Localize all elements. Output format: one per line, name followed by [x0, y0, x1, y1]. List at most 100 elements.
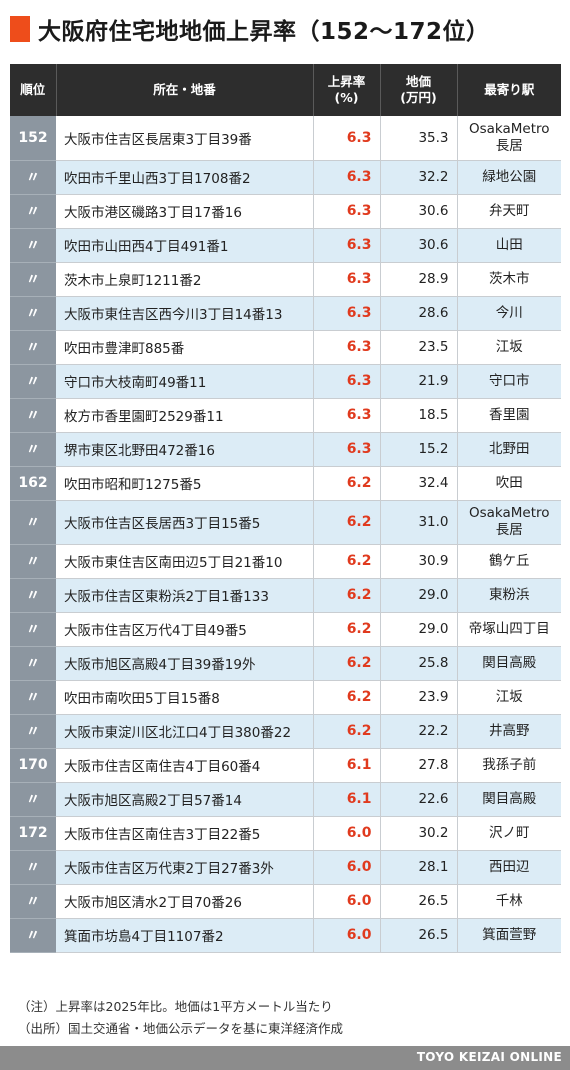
station-name-line: 香里園 — [489, 406, 530, 423]
station-cell: 江坂 — [457, 330, 561, 365]
rate-cell: 6.3 — [313, 432, 381, 467]
table-row: 〃守口市大枝南町49番11 6.3 21.9 守口市 — [10, 364, 561, 399]
location-cell: 守口市大枝南町49番11 — [56, 364, 314, 399]
table-row: 172 大阪市住吉区南住吉3丁目22番5 6.0 30.2 沢ノ町 — [10, 816, 561, 851]
location-cell: 茨木市上泉町1211番2 — [56, 262, 314, 297]
station-name-line: 緑地公園 — [482, 168, 537, 185]
rank-cell: 〃 — [10, 364, 56, 399]
rank-cell: 〃 — [10, 432, 56, 467]
station-name-line: 千林 — [495, 892, 523, 909]
rate-cell: 6.2 — [313, 680, 381, 715]
header-rate-line1: 上昇率 — [327, 74, 366, 89]
rate-cell: 6.0 — [313, 816, 381, 851]
title-accent-mark — [10, 16, 30, 42]
note-text: （注）上昇率は2025年比。地価は1平方メートル当たり — [18, 999, 333, 1014]
rank-cell: 〃 — [10, 160, 56, 195]
location-cell: 吹田市昭和町1275番5 — [56, 466, 314, 501]
rank-cell: 〃 — [10, 918, 56, 953]
station-name-line: 長居 — [495, 522, 523, 538]
station-cell: 守口市 — [457, 364, 561, 399]
rate-cell: 6.2 — [313, 500, 381, 545]
location-cell: 大阪市住吉区東粉浜2丁目1番133 — [56, 578, 314, 613]
station-cell: 箕面萱野 — [457, 918, 561, 953]
station-name-line: 江坂 — [495, 688, 523, 705]
station-cell: 関目高殿 — [457, 646, 561, 681]
location-cell: 大阪市住吉区南住吉3丁目22番5 — [56, 816, 314, 851]
location-cell: 大阪市住吉区万代4丁目49番5 — [56, 612, 314, 647]
rate-cell: 6.2 — [313, 578, 381, 613]
rate-cell: 6.3 — [313, 160, 381, 195]
table-row: 〃大阪市旭区清水2丁目70番26 6.0 26.5 千林 — [10, 884, 561, 919]
table-body: 152 大阪市住吉区長居東3丁目39番 6.3 35.3 OsakaMetro 長居〃吹田… — [10, 116, 561, 953]
station-name-line: 守口市 — [489, 372, 530, 389]
rate-cell: 6.3 — [313, 364, 381, 399]
location-cell: 大阪市旭区高殿2丁目57番14 — [56, 782, 314, 817]
rate-cell: 6.3 — [313, 194, 381, 229]
table-row: 〃枚方市香里園町2529番11 6.3 18.5 香里園 — [10, 398, 561, 433]
rank-cell: 〃 — [10, 228, 56, 263]
location-cell: 大阪市港区磯路3丁目17番16 — [56, 194, 314, 229]
station-cell: 井高野 — [457, 714, 561, 749]
table-row: 〃大阪市旭区高殿2丁目57番14 6.1 22.6 関目高殿 — [10, 782, 561, 817]
station-cell: 帝塚山四丁目 — [457, 612, 561, 647]
price-cell: 27.8 — [380, 748, 458, 783]
page-title: 大阪府住宅地地価上昇率（152〜172位） — [38, 19, 490, 45]
rate-cell: 6.2 — [313, 544, 381, 579]
station-cell: 我孫子前 — [457, 748, 561, 783]
rate-cell: 6.0 — [313, 850, 381, 885]
table-row: 〃大阪市住吉区万代4丁目49番5 6.2 29.0 帝塚山四丁目 — [10, 612, 561, 647]
rate-cell: 6.2 — [313, 646, 381, 681]
price-cell: 15.2 — [380, 432, 458, 467]
rank-cell: 〃 — [10, 782, 56, 817]
station-name-line: 今川 — [495, 304, 523, 321]
station-cell: 茨木市 — [457, 262, 561, 297]
price-cell: 22.2 — [380, 714, 458, 749]
station-cell: 鶴ケ丘 — [457, 544, 561, 579]
price-cell: 35.3 — [380, 116, 458, 161]
header-price: 地価 (万円) — [380, 64, 458, 116]
price-cell: 18.5 — [380, 398, 458, 433]
station-cell: OsakaMetro 長居 — [457, 116, 561, 161]
station-cell: 千林 — [457, 884, 561, 919]
station-name-line: 江坂 — [495, 338, 523, 355]
header-location: 所在・地番 — [56, 64, 314, 116]
station-cell: OsakaMetro 長居 — [457, 500, 561, 545]
rank-cell: 〃 — [10, 646, 56, 681]
title-bar: 大阪府住宅地地価上昇率（152〜172位） — [10, 12, 490, 46]
table-row: 152 大阪市住吉区長居東3丁目39番 6.3 35.3 OsakaMetro 長居 — [10, 116, 561, 161]
rank-cell: 〃 — [10, 500, 56, 545]
price-cell: 28.9 — [380, 262, 458, 297]
rank-cell: 〃 — [10, 296, 56, 331]
table-row: 〃大阪市東住吉区南田辺5丁目21番10 6.2 30.9 鶴ケ丘 — [10, 544, 561, 579]
location-cell: 吹田市山田西4丁目491番1 — [56, 228, 314, 263]
table-row: 〃茨木市上泉町1211番2 6.3 28.9 茨木市 — [10, 262, 561, 297]
station-cell: 香里園 — [457, 398, 561, 433]
station-cell: 山田 — [457, 228, 561, 263]
station-cell: 吹田 — [457, 466, 561, 501]
price-cell: 23.5 — [380, 330, 458, 365]
station-name-line: 山田 — [495, 236, 523, 253]
location-cell: 大阪市住吉区長居西3丁目15番5 — [56, 500, 314, 545]
rank-cell: 〃 — [10, 194, 56, 229]
table-row: 〃吹田市山田西4丁目491番1 6.3 30.6 山田 — [10, 228, 561, 263]
price-cell: 30.9 — [380, 544, 458, 579]
header-rate: 上昇率 (%) — [313, 64, 381, 116]
station-cell: 今川 — [457, 296, 561, 331]
price-cell: 32.4 — [380, 466, 458, 501]
table-row: 〃吹田市南吹田5丁目15番8 6.2 23.9 江坂 — [10, 680, 561, 715]
notes: （注）上昇率は2025年比。地価は1平方メートル当たり （出所）国土交通省・地価… — [18, 996, 343, 1040]
header-price-line2: (万円) — [400, 90, 437, 105]
rate-cell: 6.3 — [313, 330, 381, 365]
rank-cell: 162 — [10, 466, 56, 501]
station-cell: 東粉浜 — [457, 578, 561, 613]
table-row: 170 大阪市住吉区南住吉4丁目60番4 6.1 27.8 我孫子前 — [10, 748, 561, 783]
rate-cell: 6.3 — [313, 398, 381, 433]
rate-cell: 6.0 — [313, 918, 381, 953]
station-cell: 弁天町 — [457, 194, 561, 229]
rank-cell: 〃 — [10, 578, 56, 613]
station-name-line: 我孫子前 — [482, 756, 537, 773]
station-name-line: 箕面萱野 — [482, 926, 537, 943]
location-cell: 大阪市東住吉区西今川3丁目14番13 — [56, 296, 314, 331]
station-name-line: 西田辺 — [489, 858, 530, 875]
table-row: 〃大阪市旭区高殿4丁目39番19外 6.2 25.8 関目高殿 — [10, 646, 561, 681]
